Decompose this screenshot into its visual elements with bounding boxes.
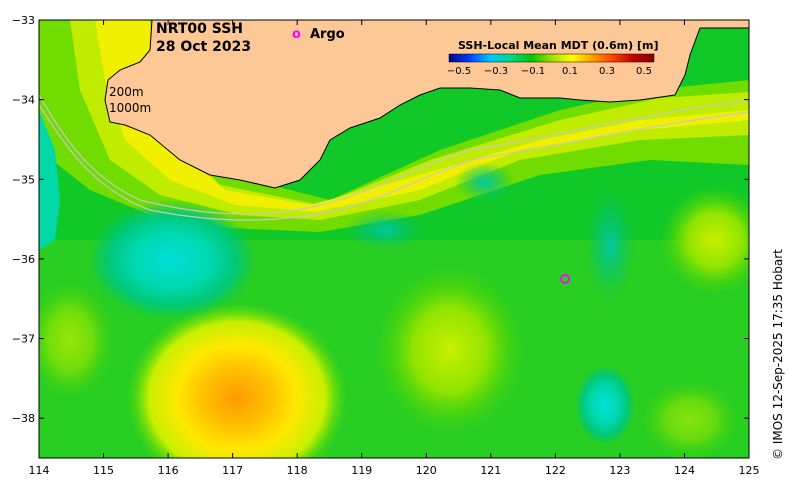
argo-float-marker[interactable] [560,273,570,284]
lon-tick-label: 121 [480,464,501,477]
warm-eddy [127,303,347,458]
lat-tick-label: −36 [12,253,35,266]
plot-frame [38,19,750,459]
map-title-product: NRT00 SSH [156,21,243,37]
lon-tick-label: 114 [29,464,50,477]
lon-tick-label: 120 [416,464,437,477]
lat-tick-label: −33 [12,14,35,27]
ssh-field [39,20,749,458]
colorbar-tick-label: 0.1 [562,66,578,77]
lon-tick-label: 124 [674,464,695,477]
colorbar [448,53,655,63]
colorbar-tick-label: −0.3 [484,66,508,77]
lat-tick-label: −38 [12,412,35,425]
lat-tick-label: −34 [12,94,35,107]
lime-patch-sw [39,280,115,400]
latitude-axis: −33 −34 −35 −36 −37 −38 [12,14,35,425]
lon-tick-label: 117 [222,464,243,477]
colorbar-tick-label: 0.3 [599,66,615,77]
map-title-date: 28 Oct 2023 [156,39,251,55]
colorbar-tick-label: 0.5 [636,66,652,77]
lat-tick-label: −37 [12,333,35,346]
teal-patch-center [345,210,425,250]
colorbar-ticks: −0.5 −0.3 −0.1 0.1 0.3 0.5 [447,66,652,77]
lon-tick-label: 119 [351,464,372,477]
teal-eddy-south [575,365,635,445]
isobath-label-1000m: 1000m [109,101,151,115]
lime-eddy-central [375,265,525,435]
teal-patch-east [585,190,635,300]
isobath-1000m [39,104,749,221]
lon-tick-label: 116 [158,464,179,477]
lat-tick-label: −35 [12,173,35,186]
longitude-axis: 114 115 116 117 118 119 120 121 122 123 124 125 [29,464,760,477]
colorbar-title: SSH-Local Mean MDT (0.6m) [m] [458,39,658,52]
argo-legend-label: Argo [310,27,345,42]
lon-tick-label: 123 [609,464,630,477]
lime-eddy-east [660,185,749,295]
lime-patch-se [640,380,740,458]
teal-patch-mid [455,162,515,202]
colorbar-tick-label: −0.5 [447,66,471,77]
lon-tick-label: 115 [93,464,114,477]
isobath-label-200m: 200m [109,85,144,99]
lon-tick-label: 125 [739,464,760,477]
isobath-200m [39,94,749,215]
argo-legend-symbol: o [292,27,301,42]
imos-credit: © IMOS 12-Sep-2025 17:35 Hobart [771,249,785,460]
colorbar-tick-label: −0.1 [521,66,545,77]
lon-tick-label: 122 [545,464,566,477]
cold-eddy-west [87,200,257,320]
lon-tick-label: 118 [287,464,308,477]
axis-ticks [38,19,750,458]
